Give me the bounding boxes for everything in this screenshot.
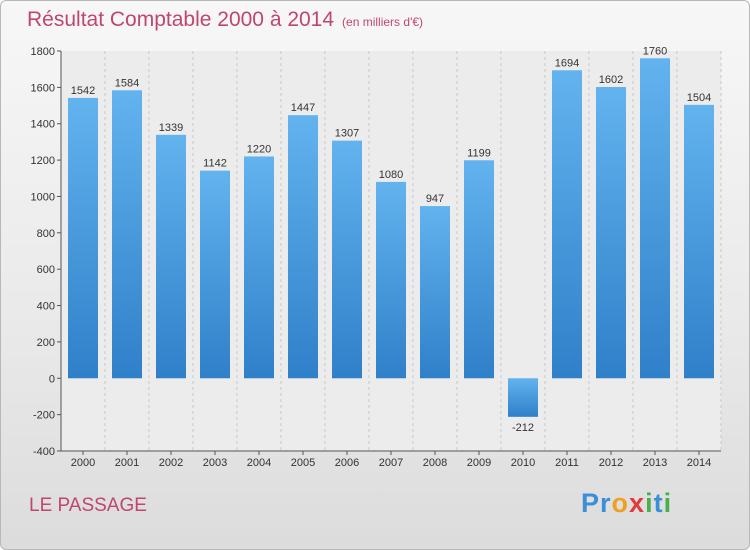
y-tick-label: 400 — [37, 301, 55, 313]
data-label: 1142 — [203, 158, 227, 170]
bar — [244, 156, 274, 379]
x-tick-label: 2001 — [115, 457, 139, 469]
y-tick-label: 800 — [37, 228, 55, 240]
bar — [684, 104, 714, 379]
bar — [464, 160, 494, 379]
bar — [156, 134, 186, 379]
data-label: 1447 — [291, 102, 315, 114]
logo-letter: P — [581, 488, 601, 518]
x-tick-label: 2007 — [379, 457, 403, 469]
bar — [640, 58, 670, 379]
bar — [552, 70, 582, 379]
y-tick-label: 1800 — [31, 46, 55, 58]
data-label: 1080 — [379, 169, 403, 181]
y-tick-label: -200 — [33, 410, 55, 422]
x-tick-label: 2002 — [159, 457, 183, 469]
data-label: 1220 — [247, 143, 271, 155]
chart-title: Résultat Comptable 2000 à 2014 (en millie… — [27, 8, 423, 32]
logo-letter: r — [600, 488, 612, 518]
x-tick-label: 2014 — [687, 457, 711, 469]
x-tick-label: 2012 — [599, 457, 623, 469]
bar — [200, 170, 230, 379]
chart-title-text: Résultat Comptable 2000 à 2014 — [27, 8, 335, 31]
data-label: 947 — [426, 193, 444, 205]
data-label: 1584 — [115, 77, 139, 89]
data-label: 1504 — [687, 92, 711, 104]
x-tick-label: 2008 — [423, 457, 447, 469]
bar — [376, 181, 406, 379]
y-tick-label: 1000 — [31, 191, 55, 203]
data-label: 1307 — [335, 128, 359, 140]
bar — [332, 140, 362, 379]
x-tick-label: 2003 — [203, 457, 227, 469]
x-tick-label: 2011 — [555, 457, 579, 469]
data-label: 1602 — [599, 74, 623, 86]
bar — [112, 90, 142, 379]
logo-letter: i — [645, 488, 654, 518]
y-tick-label: 200 — [37, 337, 55, 349]
logo-letter: o — [611, 488, 630, 518]
data-label: 1542 — [71, 85, 95, 97]
x-tick-label: 2000 — [71, 457, 95, 469]
y-tick-label: 1200 — [31, 155, 55, 167]
x-tick-label: 2004 — [247, 457, 271, 469]
y-tick-label: 0 — [49, 373, 55, 385]
data-label: 1760 — [643, 45, 667, 57]
x-tick-label: 2010 — [511, 457, 535, 469]
bar — [68, 97, 98, 379]
x-tick-label: 2005 — [291, 457, 315, 469]
y-tick-label: 1600 — [31, 82, 55, 94]
unit-label: (en milliers d'€) — [342, 15, 424, 29]
y-tick-label: 600 — [37, 264, 55, 276]
data-label: -212 — [512, 422, 534, 434]
x-tick-label: 2013 — [643, 457, 667, 469]
commune-name: LE PASSAGE — [29, 495, 147, 516]
data-label: 1339 — [159, 122, 183, 134]
x-tick-label: 2006 — [335, 457, 359, 469]
proxiti-logo: Proxiti — [581, 488, 672, 519]
data-label: 1694 — [555, 57, 579, 69]
bar — [596, 87, 626, 379]
bar — [508, 378, 538, 417]
bar — [420, 206, 450, 379]
y-tick-label: 1400 — [31, 119, 55, 131]
logo-letter: t — [653, 488, 664, 518]
bar — [288, 115, 318, 379]
x-tick-label: 2009 — [467, 457, 491, 469]
y-tick-label: -400 — [33, 446, 55, 458]
data-label: 1199 — [467, 147, 491, 159]
logo-letter: i — [663, 488, 673, 518]
logo-letter: x — [629, 488, 646, 518]
